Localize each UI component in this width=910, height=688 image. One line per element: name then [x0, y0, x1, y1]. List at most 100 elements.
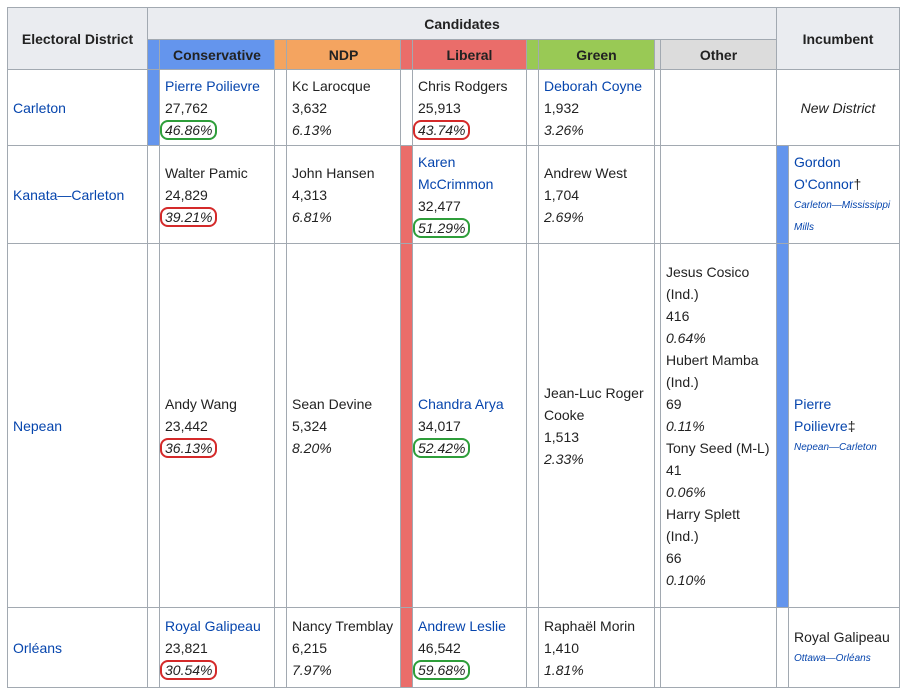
percent-line: 43.74% [413, 119, 521, 141]
votes: 23,442 [165, 417, 208, 434]
incumbent-riding: Carleton—Mississippi Mills [794, 199, 891, 233]
percent-line: 7.97% [292, 659, 395, 681]
candidate-cell: Andy Wang 23,442 36.13% [159, 243, 275, 608]
candidate-name: Jesus Cosico (Ind.) [666, 263, 750, 302]
candidate-name: Chandra Arya [418, 395, 504, 412]
candidate-cell: Andrew West 1,704 2.69% [538, 145, 655, 244]
percent: 7.97% [292, 661, 332, 678]
winner-bar [274, 145, 287, 244]
candidate-cell: Jean-Luc Roger Cooke 1,513 2.33% [538, 243, 655, 608]
candidate-name: Tony Seed (M-L) [666, 439, 770, 456]
incumbent-cell: Royal Galipeau Ottawa—Orléans [788, 607, 900, 688]
votes: 6,215 [292, 639, 328, 656]
percent: 2.69% [544, 208, 584, 225]
candidate-name: Deborah Coyne [544, 77, 643, 94]
winner-bar [274, 607, 287, 688]
district-header: Electoral District [7, 7, 148, 70]
candidate-name: Andrew Leslie [418, 617, 506, 634]
incumbent-bar [776, 243, 789, 608]
winner-bar [400, 69, 413, 146]
winner-bar [526, 145, 539, 244]
party-header: Other [660, 39, 777, 70]
percent-line: 36.13% [160, 437, 269, 459]
candidate-cell: Chris Rodgers 25,913 43.74% [412, 69, 527, 146]
votes: 416 [666, 307, 690, 324]
incumbent-cell: New District [776, 69, 900, 146]
votes: 34,017 [418, 417, 461, 434]
district-row: Kanata—Carleton Walter Pamic 24,829 39.21% J… [7, 145, 900, 244]
percent-line: 8.20% [292, 437, 395, 459]
winner-bar [400, 607, 413, 688]
candidate-name: Walter Pamic [165, 164, 248, 181]
district: Carleton [7, 69, 148, 146]
party-bar [526, 39, 539, 70]
candidate-cell: Andrew Leslie 46,542 59.68% [412, 607, 527, 688]
percent: 6.81% [292, 208, 332, 225]
candidate-cell: Karen McCrimmon 32,477 51.29% [412, 145, 527, 244]
candidate-cell: Kc Larocque 3,632 6.13% [286, 69, 401, 146]
candidate-cell [660, 69, 777, 146]
percent: 52.42% [413, 437, 471, 458]
party-header: NDP [286, 39, 401, 70]
percent-line: 6.81% [292, 206, 395, 228]
winner-bar [147, 69, 160, 146]
percent: 0.11% [666, 417, 705, 434]
percent: 51.29% [413, 217, 471, 238]
percent-line: 46.86% [160, 119, 269, 141]
votes: 1,513 [544, 428, 580, 445]
votes: 69 [666, 395, 682, 412]
winner-bar [400, 243, 413, 608]
votes: 4,313 [292, 186, 328, 203]
percent-line: 59.68% [413, 659, 521, 681]
votes: 1,410 [544, 639, 580, 656]
incumbent-line: Pierre Poilievre‡ [794, 393, 894, 437]
percent-line: 0.11% [666, 415, 771, 437]
party-header: Green [538, 39, 655, 70]
percent: 8.20% [292, 439, 332, 456]
percent: 43.74% [413, 119, 471, 140]
candidate-name: Andrew West [544, 164, 627, 181]
candidate-name: Pierre Poilievre [165, 77, 260, 94]
incumbent-riding: Nepean—Carleton [794, 441, 877, 453]
winner-bar [526, 243, 539, 608]
percent: 0.10% [666, 571, 706, 588]
votes: 46,542 [418, 639, 461, 656]
incumbent-line: Royal Galipeau [794, 626, 894, 648]
percent-line: 2.69% [544, 206, 649, 228]
candidate-cell: Walter Pamic 24,829 39.21% [159, 145, 275, 244]
candidate-cell: Sean Devine 5,324 8.20% [286, 243, 401, 608]
percent: 0.64% [666, 329, 706, 346]
percent: 59.68% [413, 659, 471, 680]
candidate-name: Royal Galipeau [165, 617, 261, 634]
percent-line: 30.54% [160, 659, 269, 681]
percent: 1.81% [544, 661, 584, 678]
percent-line: 39.21% [160, 206, 269, 228]
incumbent-name: Gordon O'Connor [794, 153, 854, 192]
candidate-name: Jean-Luc Roger Cooke [544, 384, 644, 423]
percent: 39.21% [160, 206, 218, 227]
percent: 36.13% [160, 437, 218, 458]
winner-bar [147, 243, 160, 608]
candidate-cell [660, 145, 777, 244]
incumbent-header: Incumbent [776, 7, 900, 70]
votes: 41 [666, 461, 682, 478]
percent-line: 2.33% [544, 448, 649, 470]
candidate-name: Karen McCrimmon [418, 153, 494, 192]
incumbent-bar [776, 607, 789, 688]
percent: 3.26% [544, 121, 584, 138]
percent-line: 51.29% [413, 217, 521, 239]
district-row: Orléans Royal Galipeau 23,821 30.54% Nancy T… [7, 607, 900, 688]
party-bar [400, 39, 413, 70]
winner-bar [526, 69, 539, 146]
candidate-name: Raphaël Morin [544, 617, 636, 634]
party-header: Liberal [412, 39, 527, 70]
candidate-name: Nancy Tremblay [292, 617, 394, 634]
candidate-cell: Nancy Tremblay 6,215 7.97% [286, 607, 401, 688]
percent-line: 0.64% [666, 327, 771, 349]
incumbent-name: Royal Galipeau [794, 628, 890, 645]
percent: 6.13% [292, 121, 332, 138]
winner-bar [400, 145, 413, 244]
percent-line: 1.81% [544, 659, 649, 681]
winner-bar [274, 243, 287, 608]
percent-line: 3.26% [544, 119, 649, 141]
